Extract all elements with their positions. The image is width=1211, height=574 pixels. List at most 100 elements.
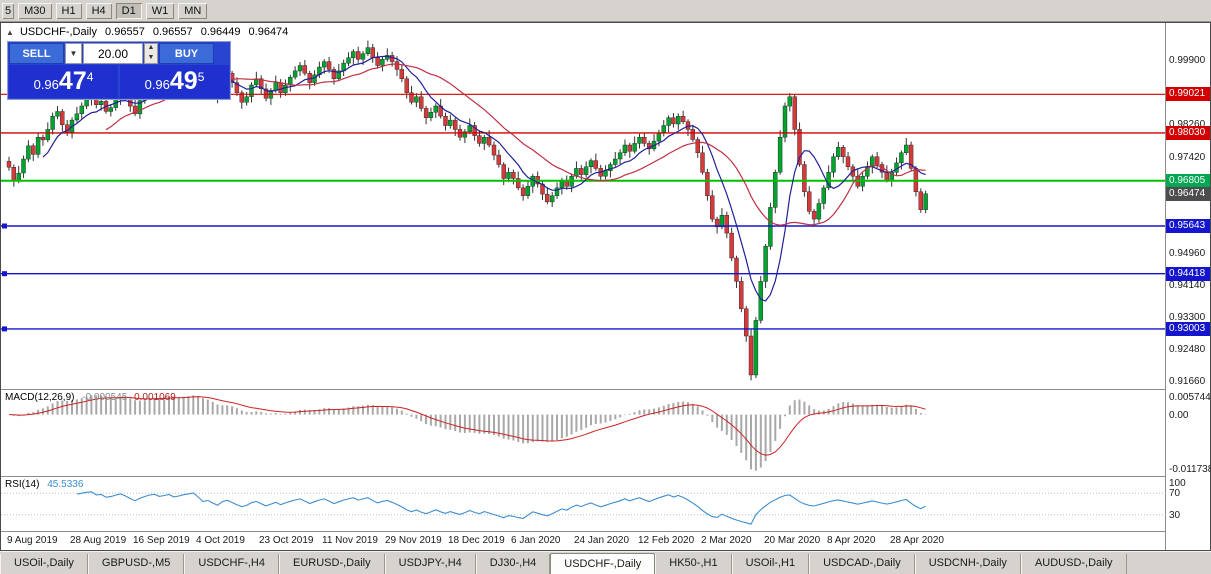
price-scale-label: 0.94140 xyxy=(1169,280,1206,291)
time-axis-label: 20 Mar 2020 xyxy=(764,535,821,546)
period-button-H4[interactable]: H4 xyxy=(84,1,113,20)
volume-down-button[interactable]: ▼ xyxy=(147,53,155,61)
buy-price-prefix: 0.96 xyxy=(144,77,170,92)
macd-canvas[interactable] xyxy=(1,390,1165,476)
time-axis-label: 23 Oct 2019 xyxy=(259,535,314,546)
macd-signal-line xyxy=(8,396,926,456)
period-button-H1[interactable]: H1 xyxy=(54,1,83,20)
macd-label: MACD(12,26,9) xyxy=(5,392,75,403)
buy-price-sup: 5 xyxy=(197,69,205,84)
time-axis-label: 16 Sep 2019 xyxy=(133,535,190,546)
time-axis-label: 6 Jan 2020 xyxy=(511,535,561,546)
sell-price-big: 47 xyxy=(58,67,87,95)
price-line-label: 0.96805 xyxy=(1166,174,1210,188)
volume-input[interactable] xyxy=(83,43,143,64)
sell-price-button[interactable]: 0.96 47 4 xyxy=(9,65,118,98)
one-click-trading-panel: SELL ▼ ▲ ▼ BUY 0.96 47 4 0.96 49 5 xyxy=(7,41,231,100)
period-button-5[interactable]: 5 xyxy=(1,1,16,20)
volume-dropdown-icon[interactable]: ▼ xyxy=(65,43,82,64)
time-axis[interactable]: 9 Aug 2019 28 Aug 2019 16 Sep 2019 4 Oct 20… xyxy=(1,532,1165,550)
time-axis-label: 4 Oct 2019 xyxy=(196,535,245,546)
chart-tab-usdchf-h4[interactable]: USDCHF-,H4 xyxy=(184,554,279,574)
price-line-label: 0.95643 xyxy=(1166,219,1210,233)
rsi-scale-label: 100 xyxy=(1169,478,1186,489)
buy-button[interactable]: BUY xyxy=(159,43,214,64)
price-scale-label: 0.98260 xyxy=(1169,119,1206,130)
price-scale-label: 0.93300 xyxy=(1169,312,1206,323)
ohlc-open: 0.96557 xyxy=(105,26,145,38)
time-axis-label: 9 Aug 2019 xyxy=(7,535,58,546)
rsi-label: RSI(14) xyxy=(5,479,40,490)
macd-scale-top: 0.005744 xyxy=(1169,392,1211,403)
price-scale-label: 0.92480 xyxy=(1169,344,1206,355)
price-line-label: 0.99021 xyxy=(1166,87,1210,101)
price-scale-label: 0.97420 xyxy=(1169,152,1206,163)
time-axis-label: 28 Aug 2019 xyxy=(70,535,127,546)
time-axis-label: 18 Dec 2019 xyxy=(448,535,505,546)
chart-tab-audusd-daily[interactable]: AUDUSD-,Daily xyxy=(1020,554,1127,574)
line-anchor-marker[interactable] xyxy=(2,326,7,332)
line-anchor-marker[interactable] xyxy=(2,271,7,277)
price-line-label: 0.96474 xyxy=(1166,187,1210,201)
macd-main-value: -0.000545 xyxy=(82,392,128,403)
chart-tab-usoil-h1[interactable]: USOil-,H1 xyxy=(731,554,810,574)
time-axis-label: 11 Nov 2019 xyxy=(322,535,378,546)
chart-tab-usdjpy-h4[interactable]: USDJPY-,H4 xyxy=(384,554,476,574)
time-axis-label: 28 Apr 2020 xyxy=(890,535,944,546)
chart-tab-usoil-daily[interactable]: USOil-,Daily xyxy=(0,554,88,574)
timeframe-toolbar: 5 M30 H1 H4 D1 W1 MN xyxy=(0,0,1211,22)
price-scale-separator xyxy=(1165,23,1166,550)
chart-tab-gbpusd-m5[interactable]: GBPUSD-,M5 xyxy=(87,554,185,574)
sell-button[interactable]: SELL xyxy=(9,43,64,64)
macd-header: MACD(12,26,9) -0.000545 0.001069 xyxy=(5,392,176,403)
ohlc-close: 0.96474 xyxy=(248,26,289,38)
ohlc-high: 0.96557 xyxy=(152,26,193,38)
chart-tab-usdcnh-daily[interactable]: USDCNH-,Daily xyxy=(914,554,1021,574)
buy-price-big: 49 xyxy=(169,67,198,95)
price-line-label: 0.98030 xyxy=(1166,126,1210,140)
chart-tab-eurusd-daily[interactable]: EURUSD-,Daily xyxy=(279,554,385,574)
time-axis-label: 2 Mar 2020 xyxy=(701,535,752,546)
price-scale[interactable]: 0.99900 0.98260 0.97420 0.94960 0.94140 0.933… xyxy=(1166,23,1211,550)
sell-price-sup: 4 xyxy=(86,69,94,84)
period-button-MN[interactable]: MN xyxy=(177,1,209,20)
chart-symbol-label: USDCHF-,Daily xyxy=(19,26,97,38)
chart-tab-dj30-h4[interactable]: DJ30-,H4 xyxy=(475,554,551,574)
collapse-one-click-icon[interactable]: ▲ xyxy=(6,28,14,37)
macd-scale-bottom: -0.011738 xyxy=(1169,464,1211,475)
pane-splitter-macd[interactable] xyxy=(1,389,1210,390)
price-scale-label: 0.94960 xyxy=(1169,248,1206,259)
chart-tab-bar: USOil-,Daily GBPUSD-,M5 USDCHF-,H4 EURUSD-,… xyxy=(0,551,1211,574)
rsi-header: RSI(14) 45.5336 xyxy=(5,479,83,490)
period-button-W1[interactable]: W1 xyxy=(144,1,176,20)
line-anchor-marker[interactable] xyxy=(2,223,7,229)
rsi-canvas[interactable] xyxy=(1,477,1165,531)
volume-stepper: ▲ ▼ xyxy=(144,43,158,64)
macd-signal-value: 0.001069 xyxy=(134,392,176,403)
macd-histogram xyxy=(12,395,927,471)
price-line-label: 0.94418 xyxy=(1166,267,1210,281)
rsi-line xyxy=(76,491,926,525)
time-axis-separator xyxy=(1,531,1210,532)
chart-tab-usdchf-daily[interactable]: USDCHF-,Daily xyxy=(550,553,656,574)
chart-window: ▲ USDCHF-,Daily 0.96557 0.96557 0.96449 … xyxy=(0,22,1211,551)
chart-title: ▲ USDCHF-,Daily 0.96557 0.96557 0.96449 … xyxy=(6,26,288,38)
macd-scale-zero: 0.00 xyxy=(1169,410,1189,421)
time-axis-label: 29 Nov 2019 xyxy=(385,535,442,546)
period-button-D1[interactable]: D1 xyxy=(114,1,143,20)
rsi-scale-label: 30 xyxy=(1169,510,1181,521)
price-line-label: 0.93003 xyxy=(1166,322,1210,336)
buy-price-button[interactable]: 0.96 49 5 xyxy=(120,65,229,98)
ma-line-21 xyxy=(105,63,926,226)
sell-price-prefix: 0.96 xyxy=(33,77,59,92)
volume-up-button[interactable]: ▲ xyxy=(147,44,155,51)
rsi-scale-label: 70 xyxy=(1169,488,1181,499)
time-axis-label: 12 Feb 2020 xyxy=(638,535,695,546)
time-axis-label: 24 Jan 2020 xyxy=(574,535,630,546)
rsi-value: 45.5336 xyxy=(47,479,84,490)
chart-tab-usdcad-daily[interactable]: USDCAD-,Daily xyxy=(809,554,915,574)
chart-tab-hk50-h1[interactable]: HK50-,H1 xyxy=(655,554,732,574)
period-button-M30[interactable]: M30 xyxy=(17,1,53,20)
pane-splitter-rsi[interactable] xyxy=(1,476,1210,477)
